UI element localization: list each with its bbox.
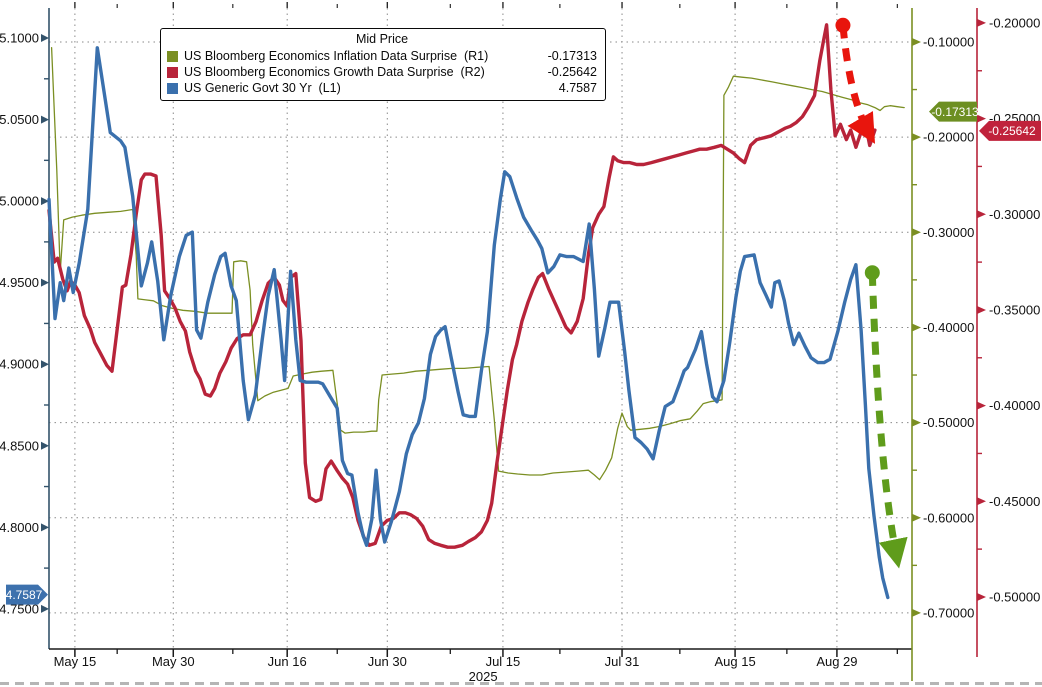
svg-text:Aug 15: Aug 15 — [714, 654, 755, 669]
growth-series-swatch-icon — [167, 66, 178, 78]
svg-text:Aug 29: Aug 29 — [816, 654, 857, 669]
inflation-drop-arrow — [864, 265, 908, 569]
value-badge-R1: -0.17313 — [929, 101, 979, 122]
svg-text:-0.10000: -0.10000 — [923, 34, 974, 49]
legend-row-growth: US Bloomberg Economics Growth Data Surpr… — [167, 64, 597, 80]
legend-value: -0.25642 — [547, 65, 597, 79]
svg-text:-0.60000: -0.60000 — [923, 510, 974, 525]
svg-text:5.0000: 5.0000 — [0, 194, 39, 209]
svg-text:Jun 16: Jun 16 — [268, 654, 307, 669]
svg-text:-0.20000: -0.20000 — [923, 130, 974, 145]
svg-text:-0.50000: -0.50000 — [989, 589, 1040, 604]
value-badge-L1: 4.7587 — [6, 584, 48, 605]
svg-text:4.8000: 4.8000 — [0, 520, 39, 535]
svg-text:5.1000: 5.1000 — [0, 31, 39, 46]
govt-30yr-series-swatch-icon — [167, 82, 178, 94]
svg-text:-0.20000: -0.20000 — [989, 15, 1040, 30]
svg-text:-0.50000: -0.50000 — [923, 415, 974, 430]
svg-text:-0.40000: -0.40000 — [923, 320, 974, 335]
svg-text:4.9000: 4.9000 — [0, 357, 39, 372]
series-line-0 — [50, 47, 905, 481]
legend-label: US Generic Govt 30 Yr (L1) — [184, 81, 341, 95]
svg-text:4.9500: 4.9500 — [0, 275, 39, 290]
svg-text:-0.35000: -0.35000 — [989, 302, 1040, 317]
legend-value: -0.17313 — [547, 49, 597, 63]
svg-text:-0.45000: -0.45000 — [989, 494, 1040, 509]
series-line-2 — [47, 46, 890, 600]
svg-text:Jul 15: Jul 15 — [486, 654, 521, 669]
svg-text:4.7500: 4.7500 — [0, 601, 39, 616]
svg-text:-0.30000: -0.30000 — [989, 207, 1040, 222]
svg-text:-0.17313: -0.17313 — [931, 105, 979, 119]
svg-text:2025: 2025 — [469, 669, 498, 684]
svg-text:4.7587: 4.7587 — [6, 588, 43, 602]
svg-text:-0.30000: -0.30000 — [923, 225, 974, 240]
svg-text:May 15: May 15 — [54, 654, 97, 669]
growth-crash-arrow — [835, 17, 876, 144]
svg-text:4.8500: 4.8500 — [0, 438, 39, 453]
svg-text:-0.40000: -0.40000 — [989, 398, 1040, 413]
value-badge-R2: -0.25642 — [979, 120, 1041, 141]
svg-text:May 30: May 30 — [152, 654, 195, 669]
chart-legend: Mid Price US Bloomberg Economics Inflati… — [160, 28, 606, 101]
svg-text:5.0500: 5.0500 — [0, 112, 39, 127]
legend-label: US Bloomberg Economics Growth Data Surpr… — [184, 65, 485, 79]
legend-label: US Bloomberg Economics Inflation Data Su… — [184, 49, 489, 63]
legend-row-30yr: US Generic Govt 30 Yr (L1) 4.7587 — [167, 80, 597, 96]
grid — [49, 8, 912, 649]
svg-text:-0.70000: -0.70000 — [923, 605, 974, 620]
svg-text:Jun 30: Jun 30 — [368, 654, 407, 669]
legend-value: 4.7587 — [558, 81, 597, 95]
bottom-dashed-strip — [0, 682, 1042, 685]
inflation-series-swatch-icon — [167, 50, 178, 62]
legend-row-inflation: US Bloomberg Economics Inflation Data Su… — [167, 48, 597, 64]
legend-title: Mid Price — [355, 32, 409, 46]
svg-text:-0.25642: -0.25642 — [988, 124, 1036, 138]
svg-text:Jul 31: Jul 31 — [605, 654, 640, 669]
